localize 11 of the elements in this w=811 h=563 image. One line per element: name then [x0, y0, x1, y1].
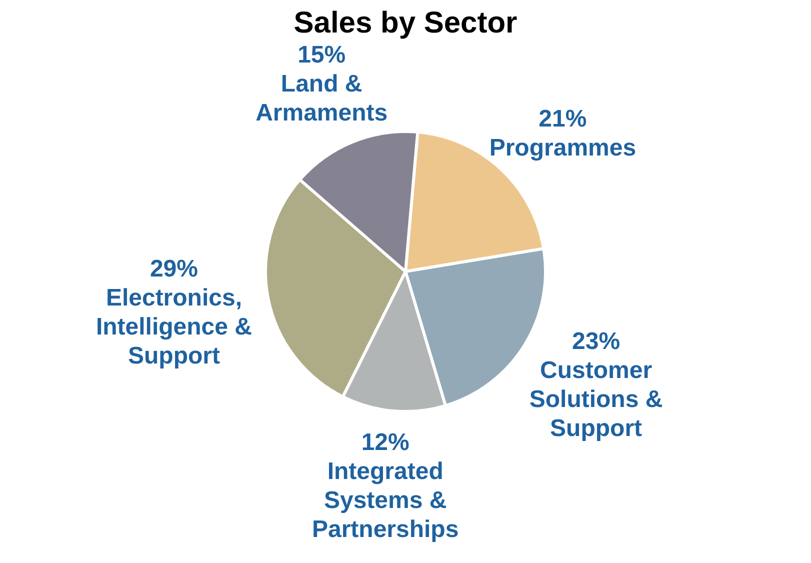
- data-label: 12%: [361, 428, 410, 456]
- data-label: 15%: [298, 41, 346, 68]
- data-label: 29%: [150, 256, 198, 283]
- data-label: 21%: [538, 105, 587, 132]
- slice-label: Customer Solutions & Support: [529, 357, 663, 442]
- slice-label: Programmes: [489, 134, 636, 162]
- slice-label: Integrated Systems & Partnerships: [312, 458, 459, 543]
- slice-label: Land & Armaments: [256, 70, 388, 126]
- slice-label: Electronics, Intelligence & Support: [96, 284, 252, 370]
- data-label: 23%: [572, 328, 620, 356]
- chart-title: Sales by Sector: [294, 6, 518, 40]
